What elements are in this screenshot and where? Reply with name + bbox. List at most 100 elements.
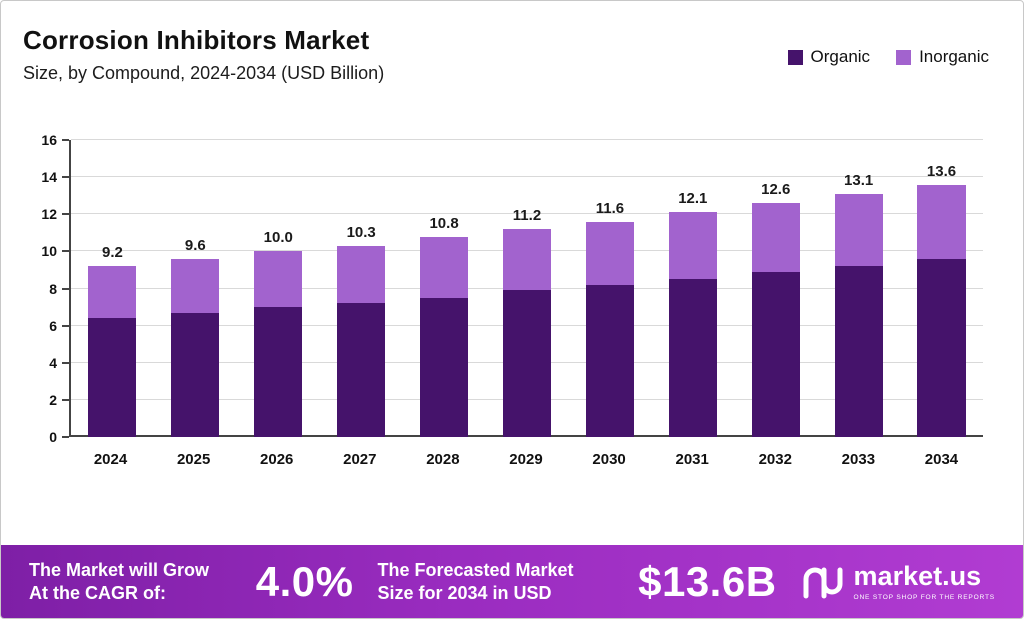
legend-label-inorganic: Inorganic <box>919 47 989 66</box>
bar-segment-organic <box>337 303 386 437</box>
forecast-value: $13.6B <box>638 557 777 605</box>
bar-group-2032: 12.6 <box>734 140 817 437</box>
logo-text: market.us ONE STOP SHOP FOR THE REPORTS <box>853 560 995 601</box>
x-tick-label: 2030 <box>592 451 626 468</box>
bar-segment-inorganic <box>420 236 469 298</box>
y-tick-mark <box>62 287 69 290</box>
bar-group-2034: 13.6 <box>900 140 983 437</box>
bar-segment-organic <box>171 312 220 437</box>
plot-column: 9.2 9.6 10.0 10.3 10.8 11.2 11.6 12.1 12.6 13.1 13… <box>69 139 983 468</box>
y-tick-label: 6 <box>49 317 57 334</box>
y-tick-label: 12 <box>41 206 57 223</box>
y-tick-mark <box>62 139 69 141</box>
bar-segment-organic <box>88 318 137 437</box>
x-tick-label: 2024 <box>93 451 128 468</box>
legend-item-organic: Organic <box>787 47 871 67</box>
title-block: Corrosion Inhibitors Market Size, by Com… <box>23 25 384 84</box>
x-tick-label: 2029 <box>509 451 543 468</box>
chart-title: Corrosion Inhibitors Market <box>23 25 370 55</box>
bar-group-2025: 9.6 <box>154 140 237 437</box>
bar-segment-inorganic <box>917 184 966 259</box>
legend-label-organic: Organic <box>810 47 871 66</box>
bar-total-label: 10.0 <box>263 229 293 247</box>
bar-total-label: 11.6 <box>595 199 625 217</box>
bar-segment-inorganic <box>502 229 552 291</box>
bar-segment-inorganic <box>254 251 303 308</box>
marketus-logo-icon <box>803 567 843 598</box>
y-tick-mark <box>62 250 69 253</box>
brand-tagline: ONE STOP SHOP FOR THE REPORTS <box>853 593 995 601</box>
cagr-label: The Market will Grow At the CAGR of: <box>29 560 210 603</box>
y-tick-label: 14 <box>41 169 57 186</box>
bar-total-label: 10.8 <box>429 214 459 232</box>
stacked-bar <box>834 193 883 437</box>
bar-total-label: 11.2 <box>512 207 542 225</box>
bar-segment-inorganic <box>337 245 386 304</box>
bar-group-2029: 11.2 <box>486 140 569 437</box>
stacked-bar <box>254 251 303 437</box>
marketus-logo: market.us ONE STOP SHOP FOR THE REPORTS <box>801 562 995 602</box>
y-tick-mark <box>62 361 69 364</box>
bar-segment-organic <box>917 258 966 437</box>
y-tick-label: 10 <box>41 243 57 260</box>
x-tick-label: 2034 <box>924 451 959 468</box>
bar-total-label: 9.6 <box>184 236 206 254</box>
stacked-bar <box>420 236 469 437</box>
plot: 9.2 9.6 10.0 10.3 10.8 11.2 11.6 12.1 12.6 13.1 13… <box>69 139 983 437</box>
bar-segment-organic <box>254 307 303 437</box>
stacked-bar <box>585 221 634 437</box>
bar-group-2031: 12.1 <box>651 140 734 437</box>
bar-segment-organic <box>751 271 800 437</box>
bar-segment-inorganic <box>171 258 220 313</box>
bar-group-2033: 13.1 <box>817 140 900 437</box>
chart-subtitle: Size, by Compound, 2024-2034 (USD Billio… <box>23 63 385 83</box>
bar-total-label: 10.3 <box>346 223 376 241</box>
y-tick-mark <box>62 436 69 438</box>
y-tick-label: 8 <box>49 280 57 297</box>
y-tick-mark <box>62 398 69 401</box>
bar-group-2024: 9.2 <box>71 140 154 437</box>
chart-header: Corrosion Inhibitors Market Size, by Com… <box>1 1 1023 84</box>
brand-name: market.us <box>853 560 982 591</box>
y-axis: 0 2 4 6 8 10 12 14 16 <box>27 132 69 445</box>
bar-segment-organic <box>834 266 883 437</box>
y-tick-mark <box>62 176 69 179</box>
bars: 9.2 9.6 10.0 10.3 10.8 11.2 11.6 12.1 12.6 13.1 13… <box>71 140 983 437</box>
gridline <box>71 176 983 178</box>
chart-area: 0 2 4 6 8 10 12 14 16 9.2 9.6 10.0 10.3 10.8 11.2 11.6… <box>1 132 1023 468</box>
gridline <box>71 139 983 140</box>
stacked-bar <box>917 184 966 437</box>
inorganic-swatch-icon <box>896 49 912 65</box>
y-tick-mark <box>62 213 69 216</box>
y-tick-mark <box>62 324 69 327</box>
bar-segment-inorganic <box>751 203 800 272</box>
x-tick-label: 2026 <box>260 451 294 468</box>
y-tick-label: 4 <box>49 354 57 371</box>
bar-segment-organic <box>502 290 552 437</box>
bar-total-label: 13.1 <box>844 171 874 189</box>
cagr-value: 4.0% <box>255 557 354 605</box>
bar-group-2030: 11.6 <box>568 140 651 437</box>
x-tick-label: 2031 <box>675 451 709 468</box>
x-tick-label: 2027 <box>343 451 377 468</box>
y-tick-label: 2 <box>49 391 57 408</box>
bar-segment-inorganic <box>668 212 717 280</box>
stacked-bar <box>337 245 386 437</box>
bar-group-2026: 10.0 <box>237 140 320 437</box>
footer-banner: The Market will Grow At the CAGR of: 4.0… <box>1 545 1023 618</box>
bar-segment-organic <box>585 284 634 437</box>
legend-item-inorganic: Inorganic <box>896 47 989 67</box>
y-tick-label: 16 <box>41 132 57 148</box>
bar-group-2027: 10.3 <box>320 140 403 437</box>
bar-total-label: 9.2 <box>102 244 123 262</box>
x-axis-labels: 2024 2025 2026 2027 2028 2029 2030 2031 2032 2033… <box>69 451 983 468</box>
x-tick-label: 2032 <box>758 451 792 468</box>
x-tick-label: 2033 <box>841 451 876 468</box>
gridline <box>71 213 983 215</box>
bar-segment-inorganic <box>834 193 883 267</box>
bar-group-2028: 10.8 <box>403 140 486 437</box>
bar-segment-organic <box>668 279 717 437</box>
stacked-bar <box>88 266 137 437</box>
stacked-bar <box>502 229 552 437</box>
